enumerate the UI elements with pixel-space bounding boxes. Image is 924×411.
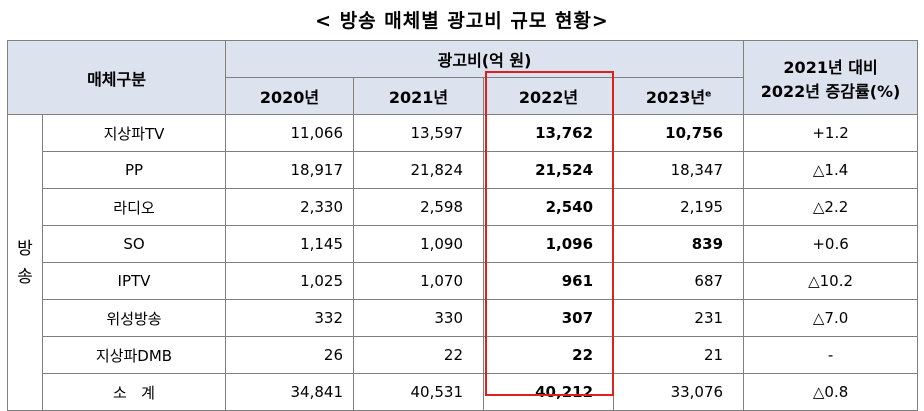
table-row: PP 18,917 21,824 21,524 18,347 △1.4 — [8, 151, 919, 189]
change-value: - — [743, 336, 919, 374]
table-row: 라디오 2,330 2,598 2,540 2,195 △2.2 — [8, 188, 919, 226]
ad-spend-table: 매체구분 광고비(억 원) 2021년 대비 2022년 증감률(%) 2020… — [6, 40, 919, 411]
change-value: △10.2 — [743, 262, 919, 300]
value-2023: 231 — [613, 299, 745, 337]
table-row: 지상파DMB 26 22 22 21 - — [8, 336, 919, 374]
media-name: 위성방송 — [41, 299, 227, 337]
year-header: 2022년 — [483, 77, 615, 115]
change-header: 2021년 대비 2022년 증감률(%) — [743, 40, 919, 115]
value-2021: 13,597 — [353, 114, 485, 152]
value-2023: 18,347 — [613, 151, 745, 189]
value-2022: 307 — [483, 299, 615, 337]
media-name: 지상파DMB — [41, 336, 227, 374]
media-name: 라디오 — [41, 188, 227, 226]
adspend-header: 광고비(억 원) — [225, 40, 745, 78]
value-2022: 21,524 — [483, 151, 615, 189]
media-name: IPTV — [41, 262, 227, 300]
table-row: 방 송 지상파TV 11,066 13,597 13,762 10,756 +1… — [7, 114, 919, 411]
value-2022: 1,096 — [483, 225, 615, 263]
table-row: SO 1,145 1,090 1,096 839 +0.6 — [8, 225, 919, 263]
value-2020: 332 — [225, 299, 355, 337]
value-2022: 22 — [483, 336, 615, 374]
value-2021: 21,824 — [353, 151, 485, 189]
value-2023: 2,195 — [613, 188, 745, 226]
value-2022: 961 — [483, 262, 615, 300]
value-2020: 18,917 — [225, 151, 355, 189]
value-2023: 10,756 — [613, 114, 745, 152]
value-2020: 1,145 — [225, 225, 355, 263]
change-value: △2.2 — [743, 188, 919, 226]
value-2021: 1,070 — [353, 262, 485, 300]
estimate-mark: e — [705, 89, 712, 100]
header-row-2: 2020년 2021년 2022년 2023년e — [8, 77, 918, 115]
change-header-line2: 2022년 증감률(%) — [760, 81, 901, 101]
change-value: +1.2 — [743, 114, 919, 152]
media-name: SO — [41, 225, 227, 263]
category-header: 매체구분 — [6, 40, 227, 115]
page-title: < 방송 매체별 광고비 규모 현황> — [315, 10, 609, 32]
year-header: 2023년e — [613, 77, 745, 115]
table-row: 위성방송 332 330 307 231 △7.0 — [8, 299, 919, 337]
value-2020: 2,330 — [225, 188, 355, 226]
value-2020: 1,025 — [225, 262, 355, 300]
value-2023: 687 — [613, 262, 745, 300]
broadcast-group-label: 방 송 — [7, 114, 43, 411]
change-value: +0.6 — [743, 225, 919, 263]
header-row-1: 매체구분 광고비(억 원) 2021년 대비 2022년 증감률(%) — [6, 40, 919, 115]
media-name: PP — [41, 151, 227, 189]
value-2022: 2,540 — [483, 188, 615, 226]
value-2021: 22 — [353, 336, 485, 374]
year-header: 2021년 — [353, 77, 485, 115]
value-2021: 330 — [353, 299, 485, 337]
table-row: IPTV 1,025 1,070 961 687 △10.2 — [8, 262, 919, 300]
value-2023: 21 — [613, 336, 745, 374]
value-2022: 13,762 — [483, 114, 615, 152]
change-value: △1.4 — [743, 151, 919, 189]
value-2021: 2,598 — [353, 188, 485, 226]
value-2020: 26 — [225, 336, 355, 374]
value-2020: 11,066 — [225, 114, 355, 152]
value-2021: 1,090 — [353, 225, 485, 263]
year-header: 2020년 — [225, 77, 355, 115]
change-header-line1: 2021년 대비 — [783, 57, 878, 77]
media-name: 지상파TV — [41, 114, 227, 152]
value-2023: 839 — [613, 225, 745, 263]
change-value: △7.0 — [743, 299, 919, 337]
year-2023-label: 2023년 — [645, 88, 706, 107]
